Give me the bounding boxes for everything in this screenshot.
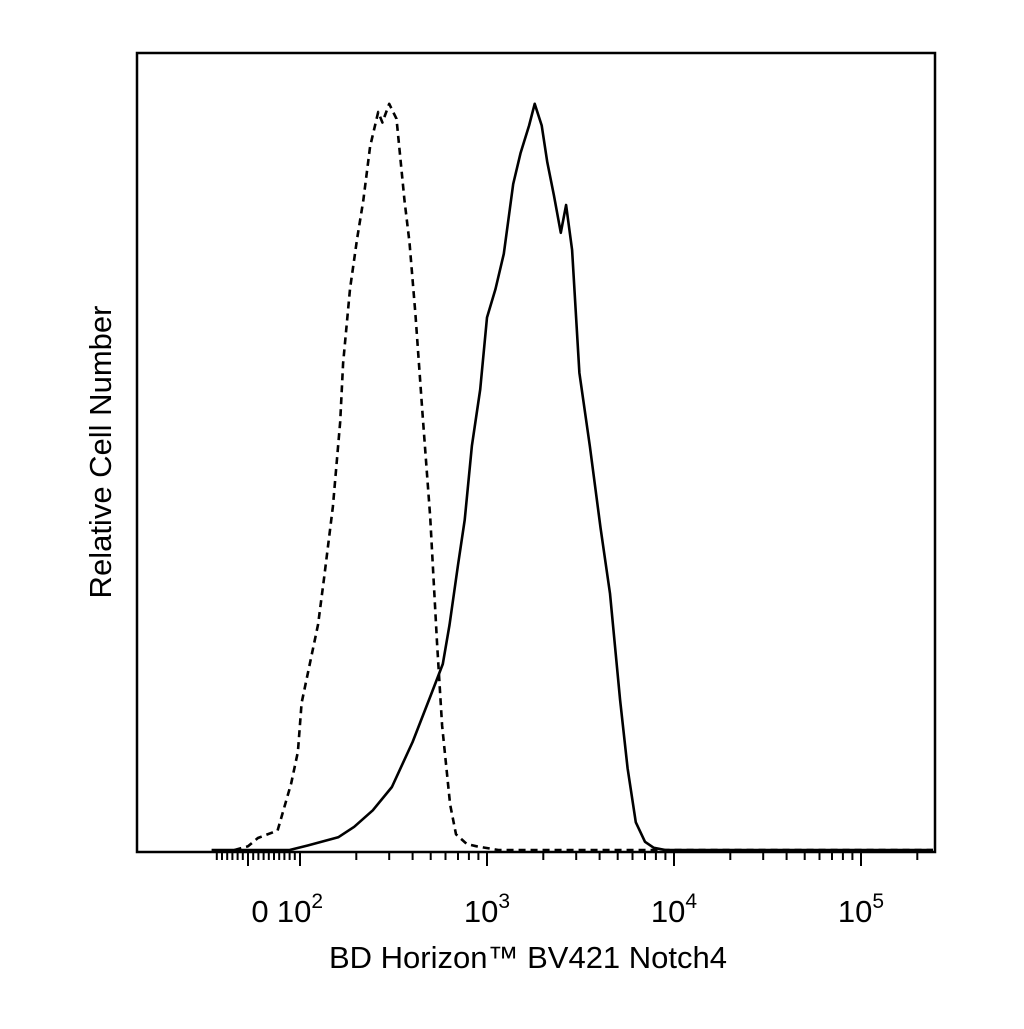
x-tick-exponent: 3 <box>498 890 510 913</box>
series-layer <box>211 102 933 852</box>
y-axis-label: Relative Cell Number <box>83 306 118 599</box>
plot-frame <box>135 51 937 854</box>
x-tick-exponent: 4 <box>685 890 697 913</box>
solid-histogram-line <box>211 102 933 852</box>
x-tick-label: 0 <box>251 894 268 929</box>
dashed-histogram-line <box>234 102 933 852</box>
tick-label-group: 0 102 103 104 105 <box>251 890 884 929</box>
x-tick-exponent: 2 <box>311 890 323 913</box>
x-tick-exponent: 5 <box>872 890 884 913</box>
minor-tick-group <box>215 852 919 866</box>
x-axis-label: BD Horizon™ BV421 Notch4 <box>329 940 727 975</box>
